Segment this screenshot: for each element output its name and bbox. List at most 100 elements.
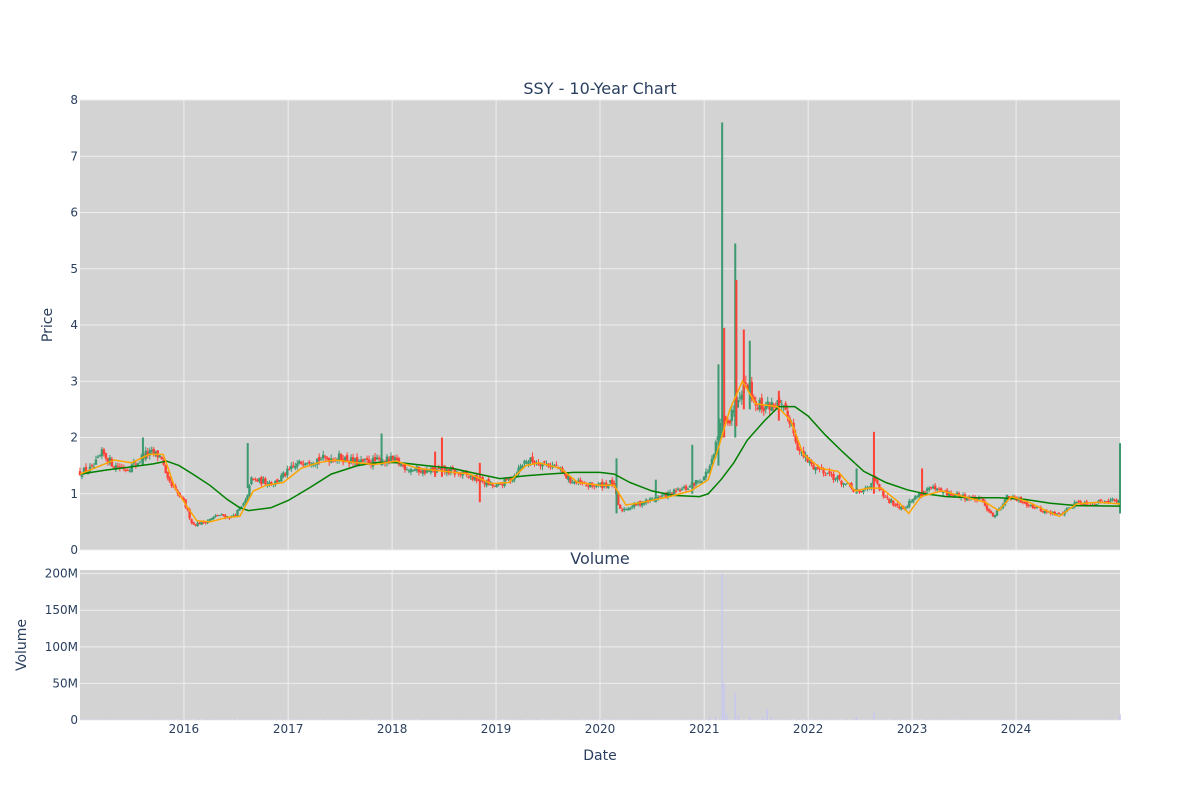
- candle-body: [112, 466, 116, 469]
- short-moving-average-line: [79, 379, 1121, 523]
- candle-body: [377, 458, 381, 460]
- candle-body: [912, 499, 915, 503]
- x-axis-label: Date: [583, 748, 616, 764]
- candle-body: [812, 464, 815, 470]
- candle-body: [385, 456, 389, 463]
- candle-body: [190, 519, 193, 523]
- candle-body: [834, 478, 837, 480]
- candle-body: [660, 495, 664, 497]
- candle-body: [421, 468, 425, 474]
- candle-body: [222, 514, 225, 517]
- candle-body: [439, 467, 443, 470]
- candle-body: [280, 475, 283, 482]
- candle-body: [541, 462, 544, 467]
- candle-body: [274, 480, 277, 485]
- candle-body: [1043, 510, 1047, 514]
- candle-body: [431, 467, 435, 470]
- candle-body: [164, 465, 167, 474]
- candle-body: [104, 453, 108, 459]
- long-moving-average-line: [79, 405, 1121, 512]
- candle-body: [880, 489, 883, 491]
- price-y-tick-label: 8: [70, 93, 78, 107]
- candle-body: [924, 491, 927, 493]
- candle-body: [196, 522, 199, 527]
- candle-body: [585, 485, 588, 487]
- candle-body: [94, 459, 98, 465]
- candle-body: [78, 471, 82, 476]
- candle-body: [1021, 501, 1025, 503]
- candle-body: [788, 417, 791, 424]
- candle-body: [862, 489, 865, 493]
- candle-body: [1105, 500, 1108, 502]
- candle-body: [888, 498, 891, 503]
- candle-body: [710, 458, 714, 465]
- candle-body: [838, 474, 841, 480]
- candle-body: [138, 461, 142, 463]
- candle-body: [818, 467, 821, 470]
- candle-body: [724, 416, 728, 422]
- candle-body: [571, 481, 574, 484]
- candle-body: [796, 441, 799, 450]
- candle-body: [628, 507, 632, 510]
- candle-body: [593, 485, 596, 487]
- candle-body: [497, 483, 500, 485]
- price-y-axis-label: Price: [40, 308, 56, 342]
- candle-body: [605, 482, 608, 487]
- price-y-tick-label: 4: [70, 318, 78, 332]
- candle-body: [632, 503, 636, 508]
- candle-body: [391, 455, 395, 460]
- candle-body: [246, 495, 249, 502]
- price-y-tick-label: 7: [70, 149, 78, 163]
- candle-body: [738, 396, 742, 398]
- candle-body: [728, 420, 732, 424]
- candle-body: [116, 466, 120, 468]
- candle-body: [517, 467, 520, 475]
- candle-body: [387, 458, 391, 462]
- candle-body: [286, 468, 289, 476]
- candle-body: [985, 505, 989, 510]
- candle-body: [158, 455, 161, 458]
- x-tick-label: 2023: [897, 722, 928, 736]
- candle-body: [136, 463, 140, 466]
- candle-body: [648, 498, 652, 501]
- candle-body: [1095, 503, 1098, 505]
- candle-body: [658, 496, 662, 498]
- candle-body: [150, 449, 153, 452]
- candle-body: [495, 484, 498, 488]
- candle-body: [896, 503, 899, 506]
- candle-body: [914, 496, 917, 500]
- candle-body: [359, 459, 363, 462]
- candle-body: [371, 457, 375, 467]
- candle-body: [1033, 507, 1037, 509]
- candle-body: [399, 463, 403, 466]
- candle-body: [216, 515, 219, 517]
- candle-body: [780, 403, 783, 405]
- candle-body: [212, 516, 215, 519]
- candle-body: [876, 479, 879, 484]
- candle-body: [457, 473, 460, 475]
- candle-body: [910, 501, 913, 503]
- candle-body: [949, 493, 953, 496]
- candle-body: [519, 466, 522, 469]
- candle-body: [1113, 499, 1116, 501]
- candle-body: [706, 471, 710, 473]
- candle-body: [1109, 500, 1112, 502]
- candle-body: [254, 478, 257, 480]
- candle-body: [595, 485, 598, 487]
- candle-body: [906, 506, 909, 508]
- candle-body: [965, 496, 969, 501]
- candle-body: [355, 456, 359, 466]
- candle-body: [525, 462, 528, 464]
- candle-body: [361, 458, 365, 462]
- volume-y-tick-label: 50M: [52, 676, 78, 690]
- candle-body: [816, 467, 819, 469]
- candle-body: [302, 464, 305, 466]
- candle-body: [425, 469, 429, 473]
- candle-body: [573, 481, 576, 484]
- x-tick-label: 2019: [481, 722, 512, 736]
- candle-body: [702, 477, 706, 481]
- candle-body: [656, 496, 660, 499]
- candle-body: [686, 488, 690, 490]
- candle-body: [624, 509, 628, 511]
- candle-body: [983, 501, 987, 506]
